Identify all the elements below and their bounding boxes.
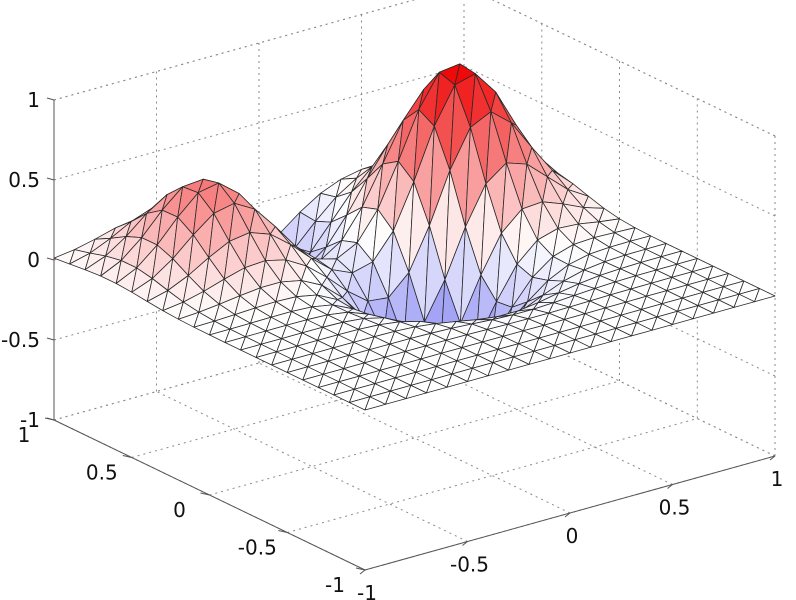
surface-face: [610, 327, 632, 343]
surface-face: [446, 373, 468, 388]
y-tick-mark: [122, 455, 132, 458]
surface-face: [569, 339, 591, 354]
floor-grid-line: [156, 391, 468, 542]
surface-mesh: [53, 63, 776, 411]
surface-face: [672, 310, 694, 325]
x-tick-label: -0.5: [450, 553, 489, 577]
y-tick-label: 1: [18, 423, 31, 447]
tick-labels: -1-0.500.51-1-0.500.51-1-0.500.51: [1, 88, 783, 600]
y-tick-mark: [355, 567, 366, 571]
surface-face: [405, 384, 427, 400]
z-tick-label: -1: [20, 408, 40, 432]
surface-face: [508, 356, 530, 371]
x-tick-label: 1: [771, 467, 784, 491]
x-tick-label: -1: [357, 581, 377, 600]
z-tick-mark: [46, 417, 55, 421]
y-tick-label: 0: [173, 498, 186, 522]
surface-face: [713, 299, 735, 314]
box-edge-line: [53, 0, 416, 101]
x-tick-mark: [359, 569, 366, 575]
z-tick-mark: [46, 177, 55, 181]
x-tick-label: 0.5: [659, 496, 691, 520]
surface-face: [692, 305, 714, 320]
z-tick-label: 0.5: [8, 168, 40, 192]
x-tick-label: 0: [566, 524, 579, 548]
surface-face: [426, 379, 448, 394]
x-tick-mark: [564, 512, 571, 518]
z-tick-mark: [46, 257, 55, 261]
surface-face: [467, 367, 489, 382]
back-wall-grid-line: [53, 65, 465, 181]
y-tick-label: -0.5: [238, 536, 277, 560]
y-tick-label: -1: [325, 573, 345, 597]
surface-face: [631, 322, 653, 337]
surface-face: [733, 293, 755, 308]
x-tick-mark: [769, 455, 776, 461]
surface-face: [549, 345, 571, 360]
surface-face: [528, 350, 550, 365]
z-tick-label: 1: [27, 88, 40, 112]
surface-face: [385, 390, 407, 405]
y-tick-mark: [278, 530, 288, 533]
z-tick-label: 0: [27, 248, 40, 272]
z-tick-label: -0.5: [1, 328, 40, 352]
surface-face: [651, 316, 673, 331]
z-tick-mark: [46, 97, 55, 101]
floor-grid-line: [209, 380, 620, 496]
y-tick-label: 0.5: [86, 461, 118, 485]
y-tick-mark: [200, 492, 210, 496]
x-tick-mark: [462, 541, 468, 546]
z-tick-mark: [46, 337, 55, 341]
surface-face: [754, 288, 776, 303]
surface-face: [364, 396, 386, 411]
surface-face: [487, 362, 509, 377]
axis-lines: [44, 97, 776, 575]
x-tick-mark: [667, 484, 673, 489]
floor-grid-line: [287, 418, 698, 533]
surface-face: [590, 333, 612, 348]
